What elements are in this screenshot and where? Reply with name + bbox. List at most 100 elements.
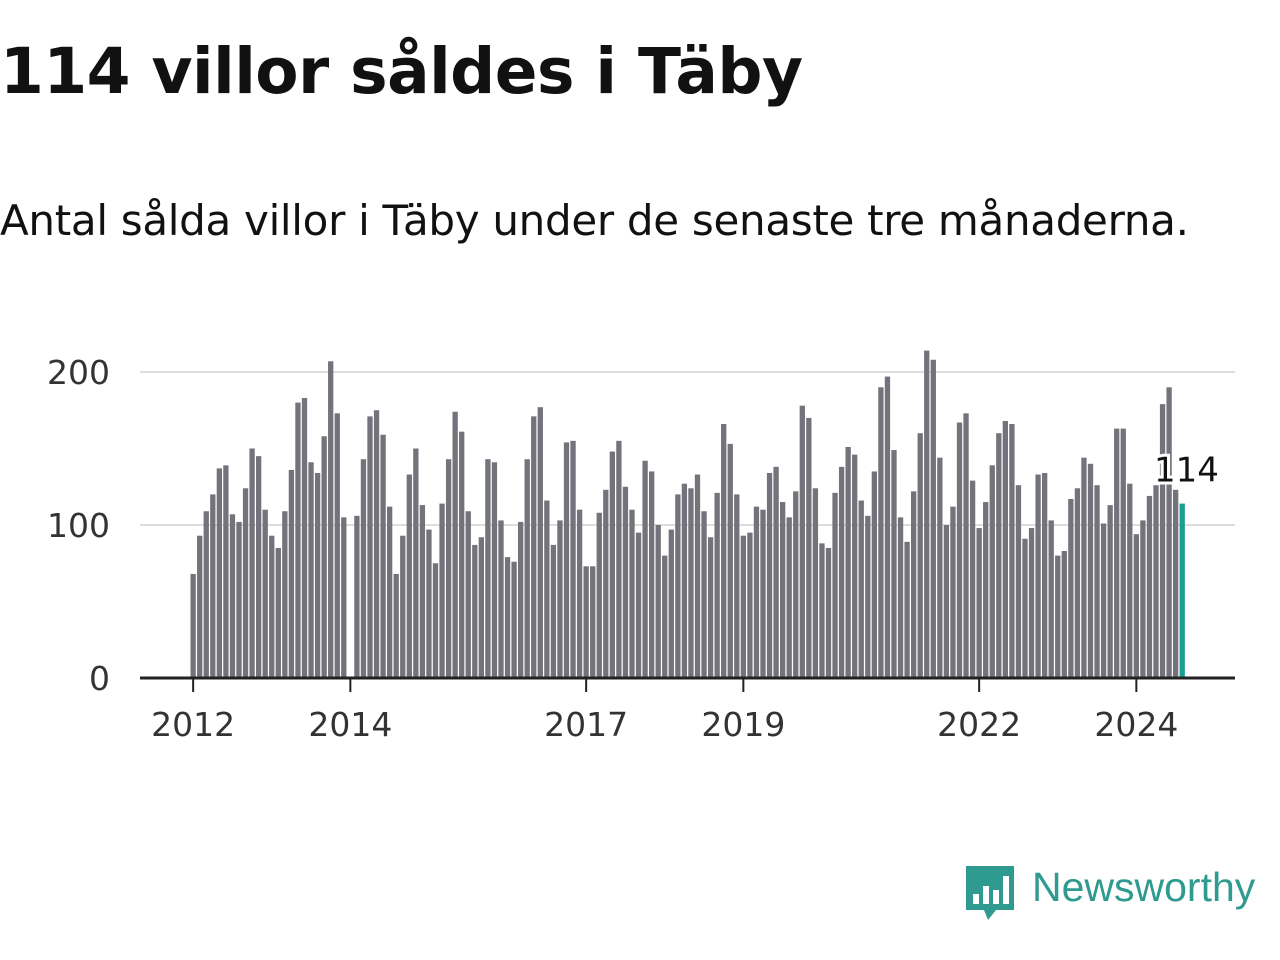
bar xyxy=(249,448,255,678)
bar xyxy=(478,537,484,678)
bar xyxy=(806,417,812,678)
x-tick-label: 2012 xyxy=(151,705,235,744)
bar xyxy=(1022,538,1028,678)
bar xyxy=(799,405,805,678)
bar xyxy=(1100,523,1107,678)
bar xyxy=(635,532,642,678)
bar xyxy=(334,413,340,678)
bar xyxy=(537,407,543,678)
bar xyxy=(969,480,976,678)
bar xyxy=(426,529,432,678)
x-tick-label: 2017 xyxy=(544,705,628,744)
bar xyxy=(531,416,537,678)
bar xyxy=(832,492,838,678)
bar xyxy=(825,547,832,678)
bar xyxy=(937,457,943,678)
bar xyxy=(1055,555,1061,678)
bar xyxy=(550,544,557,678)
axis-ticks: 0 100 200 2012 2014 2017 2019 2022 2024 xyxy=(47,353,1178,744)
bar xyxy=(727,443,733,678)
bar xyxy=(989,465,995,678)
brand-logo: Newsworthy xyxy=(962,862,1255,926)
bar xyxy=(845,446,851,678)
bar xyxy=(1068,498,1074,678)
bar xyxy=(459,431,465,678)
data-labels: 114 xyxy=(1151,448,1222,494)
bar xyxy=(891,450,897,678)
bar xyxy=(1009,424,1015,678)
x-tick-label: 2019 xyxy=(701,705,785,744)
bar xyxy=(439,503,445,678)
bar xyxy=(793,491,799,678)
bar xyxy=(354,515,360,678)
bar xyxy=(445,459,452,678)
bar xyxy=(472,544,478,678)
x-tick-label: 2024 xyxy=(1094,705,1178,744)
bar xyxy=(413,448,419,678)
bar xyxy=(321,436,327,678)
bar xyxy=(707,537,714,678)
bar xyxy=(976,528,982,678)
bar xyxy=(308,462,314,678)
bar xyxy=(688,488,694,678)
bar xyxy=(570,440,576,678)
bar xyxy=(917,433,923,678)
bar xyxy=(1159,404,1166,678)
bar xyxy=(668,529,674,678)
bar xyxy=(491,462,498,678)
bar xyxy=(780,502,786,678)
bar xyxy=(596,512,602,678)
bar xyxy=(256,456,262,678)
bar xyxy=(216,468,222,678)
newsworthy-logo-icon xyxy=(966,866,1014,920)
bar xyxy=(983,502,989,678)
bar xyxy=(858,500,864,678)
bar xyxy=(852,454,858,678)
bar xyxy=(1173,489,1179,678)
bar xyxy=(996,433,1002,678)
bar xyxy=(485,459,491,678)
bar xyxy=(400,535,406,678)
bar xyxy=(262,509,268,678)
bar xyxy=(897,517,904,678)
bar xyxy=(734,494,740,678)
bar xyxy=(563,442,570,678)
highlight-value-label: 114 xyxy=(1154,451,1219,491)
bar xyxy=(1074,488,1081,678)
bar xyxy=(747,532,753,678)
bar xyxy=(812,488,819,678)
bar xyxy=(557,520,563,678)
bar xyxy=(956,422,963,678)
bar xyxy=(1140,520,1146,678)
bar xyxy=(629,509,635,678)
bar xyxy=(590,566,596,678)
bar xyxy=(1015,485,1022,678)
bar xyxy=(773,466,779,678)
bars xyxy=(190,350,1185,678)
bar xyxy=(1081,457,1087,678)
bar xyxy=(210,494,216,678)
bar xyxy=(236,521,242,678)
bar xyxy=(904,541,910,678)
page-title: 114 villor såldes i Täby xyxy=(0,35,803,108)
bar xyxy=(1133,534,1139,678)
bar xyxy=(1087,463,1094,678)
bar xyxy=(282,511,288,678)
brand-name: Newsworthy xyxy=(1032,864,1256,910)
bar xyxy=(622,486,629,678)
bar xyxy=(452,411,458,678)
bar xyxy=(314,472,321,678)
bar xyxy=(269,535,275,678)
bar xyxy=(328,361,334,678)
y-tick-label: 0 xyxy=(89,659,110,698)
x-tick-label: 2014 xyxy=(308,705,392,744)
bar xyxy=(432,563,439,678)
bar xyxy=(609,451,615,678)
bar xyxy=(1153,485,1159,678)
bar xyxy=(911,491,917,678)
bar xyxy=(341,517,347,678)
bar xyxy=(197,535,203,678)
bar xyxy=(701,511,707,678)
bar xyxy=(943,525,950,678)
